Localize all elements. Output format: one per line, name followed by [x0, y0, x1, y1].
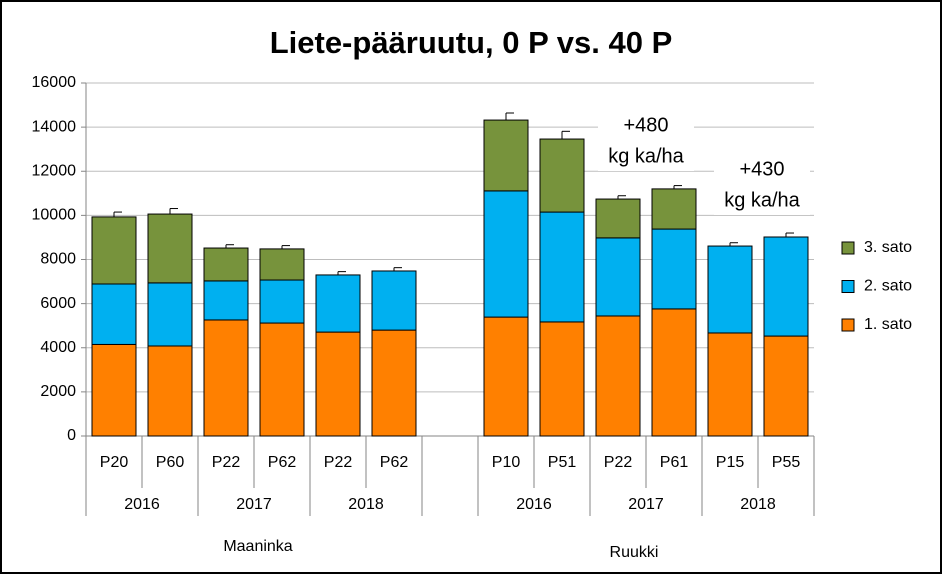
legend-label: 1. sato — [864, 316, 912, 333]
bar-segment — [91, 283, 137, 345]
bar-segment — [483, 190, 529, 318]
y-tick-label: 6000 — [40, 295, 76, 312]
annotation-bg — [714, 187, 810, 215]
bar-segment — [539, 321, 585, 437]
bar-segment — [595, 315, 641, 437]
x-tick-label: P51 — [548, 454, 577, 471]
bar-segment — [259, 248, 305, 281]
annotation: +430 — [739, 158, 784, 180]
annotation: kg ka/ha — [724, 189, 800, 211]
chart-title: Liete-pääruutu, 0 P vs. 40 P — [270, 25, 673, 60]
bar-segment — [259, 279, 305, 324]
bar-segment — [651, 228, 697, 310]
bar-segment — [483, 316, 529, 437]
bar-segment — [763, 236, 809, 337]
x-tick-label: P62 — [380, 454, 409, 471]
bar-segment — [707, 332, 753, 437]
legend-swatch — [841, 318, 855, 332]
legend-label: 2. sato — [864, 278, 912, 295]
legend-swatch — [841, 241, 855, 255]
x-tick-label: P20 — [100, 454, 129, 471]
year-label: 2018 — [740, 496, 776, 513]
x-tick-label: P61 — [660, 454, 689, 471]
bar-segment — [147, 213, 193, 284]
x-tick-label: P55 — [772, 454, 801, 471]
annotation-bg — [598, 112, 694, 140]
year-label: 2016 — [124, 496, 160, 513]
x-tick-label: P15 — [716, 454, 745, 471]
bar-segment — [315, 331, 361, 437]
year-label: 2017 — [236, 496, 272, 513]
bar-segment — [259, 322, 305, 437]
bar-segment — [371, 270, 417, 331]
x-tick-label: P10 — [492, 454, 521, 471]
bar-segment — [203, 280, 249, 321]
legend-swatch — [841, 280, 855, 293]
bar-segment — [147, 282, 193, 347]
site-label: Maaninka — [223, 538, 292, 555]
legend-label: 3. sato — [864, 239, 912, 256]
bar-segment — [371, 329, 417, 437]
y-tick-label: 2000 — [40, 383, 76, 400]
annotation-bg — [714, 156, 810, 184]
x-tick-label: P62 — [268, 454, 297, 471]
site-label: Ruukki — [610, 544, 659, 561]
bar-segment — [203, 247, 249, 282]
year-label: 2018 — [348, 496, 384, 513]
bar-segment — [595, 198, 641, 239]
y-tick-label: 0 — [67, 427, 76, 444]
y-tick-label: 8000 — [40, 251, 76, 268]
x-tick-label: P22 — [604, 454, 633, 471]
bar-segment — [91, 343, 137, 437]
y-tick-label: 14000 — [32, 118, 77, 135]
annotation: kg ka/ha — [608, 145, 684, 167]
year-label: 2016 — [516, 496, 552, 513]
y-tick-label: 4000 — [40, 339, 76, 356]
bar-segment — [203, 319, 249, 437]
bar-segment — [91, 216, 137, 285]
bar-segment — [539, 211, 585, 323]
annotation-bg — [598, 143, 694, 171]
bar-segment — [651, 308, 697, 437]
bar-segment — [539, 138, 585, 213]
annotation: +480 — [623, 114, 668, 136]
x-tick-label: P22 — [212, 454, 241, 471]
bar-segment — [651, 188, 697, 230]
bar-segment — [595, 237, 641, 317]
bar-segment — [483, 119, 529, 192]
bar-segment — [147, 345, 193, 437]
y-tick-label: 12000 — [32, 162, 77, 179]
bar-segment — [763, 335, 809, 437]
y-tick-label: 10000 — [32, 207, 77, 224]
x-tick-label: P60 — [156, 454, 185, 471]
bar-segment — [315, 274, 361, 333]
year-label: 2017 — [628, 496, 664, 513]
y-tick-label: 16000 — [32, 74, 77, 91]
x-tick-label: P22 — [324, 454, 353, 471]
bar-segment — [707, 245, 753, 334]
